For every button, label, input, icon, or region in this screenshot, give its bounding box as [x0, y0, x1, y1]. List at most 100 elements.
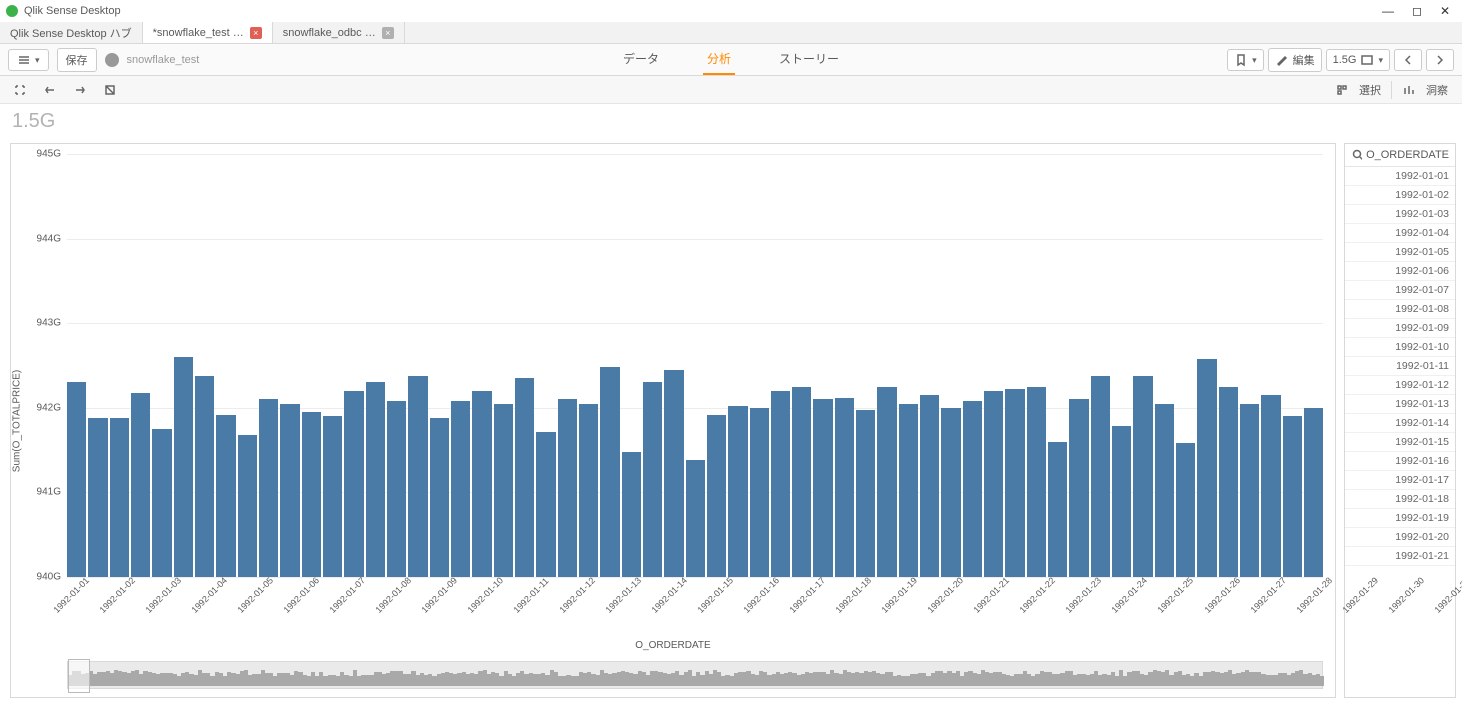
bar[interactable] [494, 404, 513, 577]
filter-item[interactable]: 1992-01-11 [1345, 357, 1455, 376]
window-minimize-button[interactable]: — [1382, 4, 1394, 18]
edit-button[interactable]: 編集 [1268, 48, 1322, 72]
prev-sheet-button[interactable] [1394, 49, 1422, 71]
bar[interactable] [515, 378, 534, 577]
bookmark-button[interactable] [1227, 49, 1264, 71]
bar[interactable] [1283, 416, 1302, 577]
next-sheet-button[interactable] [1426, 49, 1454, 71]
bar[interactable] [1176, 443, 1195, 577]
save-button[interactable]: 保存 [57, 48, 97, 72]
bar[interactable] [1091, 376, 1110, 577]
filter-item[interactable]: 1992-01-04 [1345, 224, 1455, 243]
document-tab[interactable]: *snowflake_test …× [143, 22, 273, 43]
bar[interactable] [152, 429, 171, 577]
bar[interactable] [302, 412, 321, 577]
bar[interactable] [963, 401, 982, 577]
bar[interactable] [1240, 404, 1259, 577]
clear-selections-button[interactable] [98, 79, 122, 101]
bar[interactable] [1155, 404, 1174, 577]
bar[interactable] [1048, 442, 1067, 577]
filter-item[interactable]: 1992-01-02 [1345, 186, 1455, 205]
filter-item[interactable]: 1992-01-03 [1345, 205, 1455, 224]
chart-scroll-minimap[interactable] [67, 661, 1323, 689]
bar[interactable] [664, 370, 683, 577]
insight-label[interactable]: 洞察 [1426, 82, 1448, 98]
step-back-button[interactable] [38, 79, 62, 101]
bar-chart[interactable]: Sum(O_TOTALPRICE) 940G941G942G943G944G94… [10, 143, 1336, 698]
bar[interactable] [88, 418, 107, 577]
bar[interactable] [686, 460, 705, 577]
bar[interactable] [622, 452, 641, 577]
minimap-window[interactable] [68, 659, 90, 693]
filter-item[interactable]: 1992-01-08 [1345, 300, 1455, 319]
bar[interactable] [1219, 387, 1238, 577]
filter-item[interactable]: 1992-01-12 [1345, 376, 1455, 395]
document-tab[interactable]: Qlik Sense Desktop ハブ [0, 22, 143, 43]
insight-icon[interactable] [1402, 83, 1416, 97]
bar[interactable] [174, 357, 193, 577]
filter-item[interactable]: 1992-01-21 [1345, 547, 1455, 566]
bar[interactable] [344, 391, 363, 577]
bar[interactable] [280, 404, 299, 577]
smart-search-button[interactable] [8, 79, 32, 101]
bar[interactable] [707, 415, 726, 577]
selections-tool-icon[interactable] [1335, 83, 1349, 97]
bar[interactable] [1027, 387, 1046, 577]
bar[interactable] [643, 382, 662, 577]
bar[interactable] [1133, 376, 1152, 577]
filter-item[interactable]: 1992-01-20 [1345, 528, 1455, 547]
bar[interactable] [1304, 408, 1323, 577]
bar[interactable] [877, 387, 896, 577]
bar[interactable] [238, 435, 257, 577]
tab-close-icon[interactable]: × [250, 27, 262, 39]
bar[interactable] [1261, 395, 1280, 577]
bar[interactable] [771, 391, 790, 577]
bar[interactable] [1112, 426, 1131, 577]
global-menu-button[interactable] [8, 49, 49, 71]
filter-item[interactable]: 1992-01-05 [1345, 243, 1455, 262]
bar[interactable] [600, 367, 619, 577]
sheet-selector-button[interactable]: 1.5G [1326, 49, 1390, 71]
filter-item[interactable]: 1992-01-09 [1345, 319, 1455, 338]
nav-analyze[interactable]: 分析 [703, 44, 735, 75]
bar[interactable] [856, 410, 875, 578]
bar[interactable] [941, 408, 960, 577]
bar[interactable] [835, 398, 854, 577]
bar[interactable] [387, 401, 406, 577]
filter-item[interactable]: 1992-01-16 [1345, 452, 1455, 471]
bar[interactable] [920, 395, 939, 577]
bar[interactable] [750, 408, 769, 577]
bar[interactable] [323, 416, 342, 577]
bar[interactable] [451, 401, 470, 577]
filter-item[interactable]: 1992-01-19 [1345, 509, 1455, 528]
bar[interactable] [131, 393, 150, 577]
nav-data[interactable]: データ [619, 44, 663, 75]
tab-close-icon[interactable]: × [382, 27, 394, 39]
filter-item[interactable]: 1992-01-14 [1345, 414, 1455, 433]
bar[interactable] [1197, 359, 1216, 577]
bar[interactable] [899, 404, 918, 577]
filter-item[interactable]: 1992-01-17 [1345, 471, 1455, 490]
window-close-button[interactable]: ✕ [1440, 4, 1450, 18]
bar[interactable] [728, 406, 747, 577]
filter-item[interactable]: 1992-01-10 [1345, 338, 1455, 357]
bar[interactable] [430, 418, 449, 577]
search-icon[interactable] [1351, 148, 1362, 162]
bar[interactable] [1005, 389, 1024, 577]
step-forward-button[interactable] [68, 79, 92, 101]
selections-label[interactable]: 選択 [1359, 82, 1381, 98]
bar[interactable] [1069, 399, 1088, 577]
filter-item[interactable]: 1992-01-07 [1345, 281, 1455, 300]
window-maximize-button[interactable]: ◻ [1412, 4, 1422, 18]
bar[interactable] [792, 387, 811, 577]
bar[interactable] [259, 399, 278, 577]
bar[interactable] [67, 382, 86, 577]
filter-item[interactable]: 1992-01-18 [1345, 490, 1455, 509]
bar[interactable] [813, 399, 832, 577]
filter-item[interactable]: 1992-01-15 [1345, 433, 1455, 452]
bar[interactable] [110, 418, 129, 577]
nav-story[interactable]: ストーリー [775, 44, 843, 75]
document-tab[interactable]: snowflake_odbc …× [273, 22, 405, 43]
bar[interactable] [472, 391, 491, 577]
bar[interactable] [366, 382, 385, 577]
